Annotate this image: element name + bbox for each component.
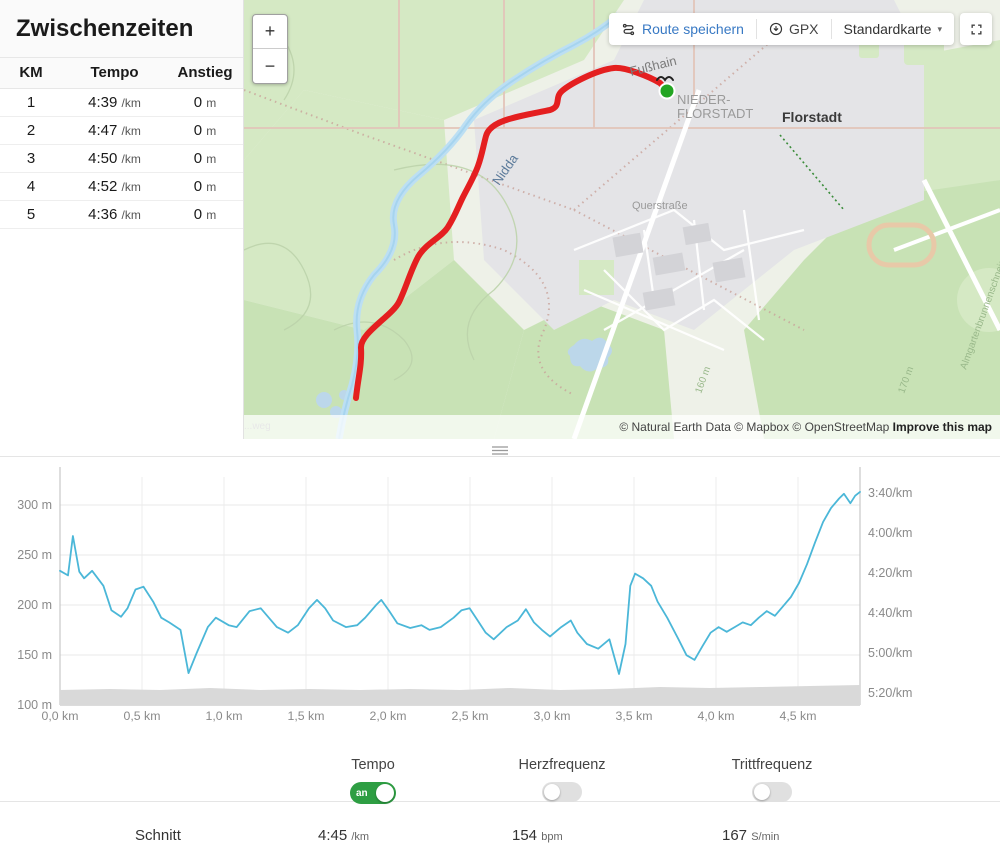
- svg-text:0,0 km: 0,0 km: [42, 709, 79, 723]
- svg-text:3,5 km: 3,5 km: [616, 709, 653, 723]
- svg-text:4:40/km: 4:40/km: [868, 606, 912, 620]
- svg-text:FLORSTADT: FLORSTADT: [677, 106, 753, 121]
- svg-text:4:00/km: 4:00/km: [868, 526, 912, 540]
- svg-text:300 m: 300 m: [17, 498, 52, 512]
- svg-text:5:20/km: 5:20/km: [868, 686, 912, 700]
- svg-text:Querstraße: Querstraße: [632, 200, 688, 212]
- svg-text:Florstadt: Florstadt: [782, 109, 842, 125]
- svg-text:1,0 km: 1,0 km: [206, 709, 243, 723]
- svg-text:3,0 km: 3,0 km: [534, 709, 571, 723]
- svg-text:200 m: 200 m: [17, 598, 52, 612]
- svg-text:4,0 km: 4,0 km: [698, 709, 735, 723]
- svg-text:250 m: 250 m: [17, 548, 52, 562]
- svg-text:2,5 km: 2,5 km: [452, 709, 489, 723]
- svg-text:150 m: 150 m: [17, 648, 52, 662]
- svg-text:4:20/km: 4:20/km: [868, 566, 912, 580]
- svg-text:1,5 km: 1,5 km: [288, 709, 325, 723]
- svg-text:2,0 km: 2,0 km: [370, 709, 407, 723]
- svg-text:5:00/km: 5:00/km: [868, 646, 912, 660]
- svg-text:4,5 km: 4,5 km: [780, 709, 817, 723]
- svg-text:NIEDER-: NIEDER-: [677, 92, 730, 107]
- svg-text:0,5 km: 0,5 km: [124, 709, 161, 723]
- svg-text:3:40/km: 3:40/km: [868, 486, 912, 500]
